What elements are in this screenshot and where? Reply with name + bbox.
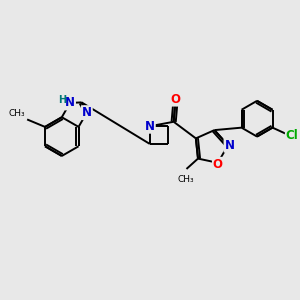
Text: N: N <box>65 96 75 110</box>
Text: CH₃: CH₃ <box>178 175 194 184</box>
Text: CH₃: CH₃ <box>8 109 25 118</box>
Text: N: N <box>145 120 155 133</box>
Text: O: O <box>170 93 180 106</box>
Text: N: N <box>224 139 235 152</box>
Text: Cl: Cl <box>286 129 298 142</box>
Text: O: O <box>213 158 223 171</box>
Text: N: N <box>82 106 92 119</box>
Text: H: H <box>58 95 66 105</box>
